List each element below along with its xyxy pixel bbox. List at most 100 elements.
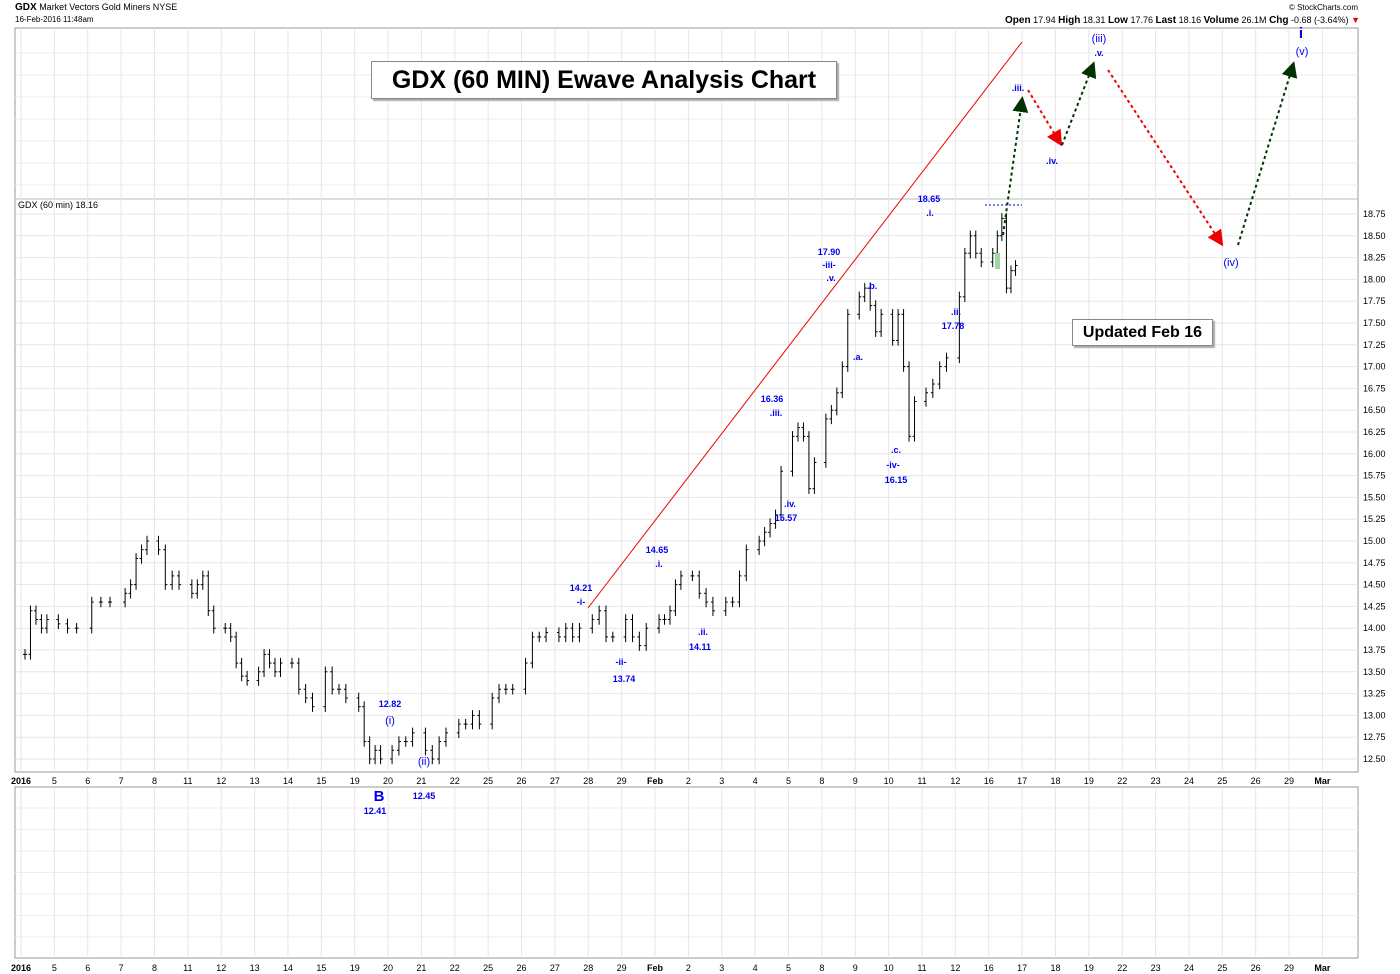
ohlc-bar [868,282,873,311]
x-tick-label: 2 [686,776,691,786]
x-tick-label: 21 [416,776,426,786]
chg-label: Chg [1269,15,1289,26]
grid [14,27,1359,959]
y-tick-label: 17.50 [1363,318,1386,328]
ohlc-bar [403,736,408,747]
wave-label: -ii- [615,657,627,667]
low-label: Low [1107,15,1128,26]
ohlc-bar [873,300,878,337]
x-tick-label: 5 [786,963,791,973]
ohlc-bar [730,596,735,608]
ohlc-bar [510,684,515,695]
ohlc-bar [356,692,361,712]
ohlc-bar [768,518,773,538]
ohlc-bar [857,291,862,320]
y-tick-label: 16.25 [1363,427,1386,437]
ohlc-bar [697,570,702,599]
ohlc-bar [195,579,200,599]
x-tick-label: 10 [884,776,894,786]
ohlc-bar [239,657,244,682]
wave-label: 14.65 [645,545,669,555]
wave-label: B [373,788,385,805]
wave-label: 14.11 [688,642,712,652]
x-tick-label: 2016 [11,963,31,973]
open-label: Open [1005,15,1031,26]
x-tick-label: 26 [517,776,527,786]
ohlc-bar [463,718,468,730]
x-tick-label: 5 [52,963,57,973]
x-tick-label: Mar [1314,963,1331,973]
ohlc-bar [556,627,561,643]
x-tick-label: 3 [719,776,724,786]
x-tick-label: 13 [250,963,260,973]
ohlc-bar [610,631,615,643]
x-tick-label: 2016 [11,776,31,786]
x-tick-label: 9 [853,776,858,786]
x-tick-label: 21 [416,963,426,973]
ohlc-bar [662,614,667,625]
ohlc-bar [710,596,715,616]
x-tick-label: 20 [383,776,393,786]
ohlc-bar [890,309,895,346]
x-tick-label: 9 [853,963,858,973]
ohlc-bar [278,657,283,678]
ohlc-bar [690,570,695,582]
y-tick-label: 16.75 [1363,383,1386,393]
ohlc-bar [762,527,767,547]
ohlc-bar [470,710,475,730]
x-tick-label: 4 [753,963,758,973]
x-tick-label: 26 [1251,963,1261,973]
x-tick-label: 8 [152,963,157,973]
ohlc-bar [637,631,642,651]
current-bar-highlight [995,253,1000,269]
ohlc-bar [901,309,906,372]
ohlc-bar [999,213,1004,242]
wave-label: .i. [655,559,663,569]
x-tick-label: 6 [85,963,90,973]
wave-label: 12.82 [378,699,402,709]
down-arrow-icon: ▼ [1351,15,1360,25]
x-tick-label: 8 [819,963,824,973]
x-tick-label: 25 [1217,963,1227,973]
volume-value: 26.1M [1241,15,1267,25]
x-tick-label: Feb [647,963,664,973]
ohlc-bar [456,718,461,739]
x-tick-label: 19 [1084,776,1094,786]
wave-label: 16.15 [884,475,908,485]
ohlc-bar [65,618,70,634]
ohlc-bar [537,631,542,643]
ohlc-bar [1008,265,1013,294]
x-tick-label: 12 [950,776,960,786]
x-tick-label: 23 [1151,963,1161,973]
ohlc-bar [56,614,61,630]
projection-up-2 [1061,61,1097,146]
ohlc-bar [303,684,308,704]
wave-label: 18.65 [917,194,941,204]
wave-label: (iv) [1223,257,1239,269]
wave-label: -iii- [822,260,836,270]
ohlc-bar [623,614,628,643]
wave-label: 13.74 [612,674,636,684]
y-tick-label: 13.50 [1363,667,1386,677]
y-tick-label: 16.00 [1363,449,1386,459]
ohlc-bar [437,736,442,765]
ohlc-bar [577,622,582,643]
x-tick-label: 17 [1017,776,1027,786]
ohlc-bar [834,387,839,416]
ohlc-bar [367,736,372,765]
ohlc-bar [790,431,795,477]
wave-label: 16.36 [760,394,784,404]
ohlc-bar [1013,260,1018,276]
ohlc-bar [597,605,602,625]
y-tick-label: 12.75 [1363,732,1386,742]
ohlc-bar [503,684,508,695]
x-tick-label: 5 [52,776,57,786]
wave-label: 12.41 [363,806,387,816]
ohlc-bar [423,727,428,756]
wave-label: .a. [852,352,864,362]
ohlc-bar [704,588,709,608]
wave-label: .v. [826,273,836,283]
x-tick-label: 3 [719,963,724,973]
